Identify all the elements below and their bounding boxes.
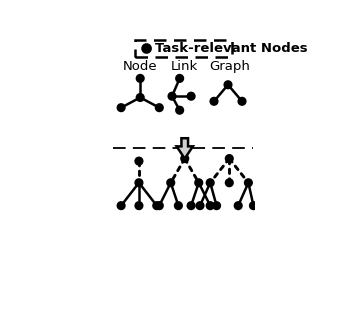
Circle shape	[136, 179, 142, 186]
Circle shape	[239, 98, 245, 105]
Circle shape	[188, 202, 194, 209]
Circle shape	[176, 107, 183, 114]
Circle shape	[169, 93, 175, 100]
Text: Link: Link	[171, 61, 198, 73]
Circle shape	[245, 179, 252, 186]
Circle shape	[182, 155, 188, 162]
FancyBboxPatch shape	[135, 40, 232, 57]
Circle shape	[226, 179, 233, 186]
Circle shape	[207, 202, 213, 209]
Circle shape	[137, 94, 144, 101]
Circle shape	[136, 202, 142, 209]
Circle shape	[156, 202, 163, 209]
Circle shape	[142, 44, 151, 52]
Circle shape	[137, 75, 144, 82]
Circle shape	[225, 81, 231, 88]
Polygon shape	[176, 138, 193, 159]
Circle shape	[118, 202, 125, 209]
Circle shape	[154, 202, 160, 209]
Circle shape	[195, 179, 202, 186]
Text: Node: Node	[123, 61, 158, 73]
Circle shape	[235, 202, 242, 209]
Text: Task-relevant Nodes: Task-relevant Nodes	[155, 42, 308, 55]
Circle shape	[207, 179, 213, 186]
Circle shape	[136, 158, 142, 165]
Circle shape	[226, 155, 233, 162]
Circle shape	[188, 93, 194, 100]
Circle shape	[211, 98, 217, 105]
Circle shape	[213, 202, 220, 209]
Circle shape	[118, 104, 125, 111]
Circle shape	[250, 202, 257, 209]
Circle shape	[175, 202, 182, 209]
Circle shape	[176, 75, 183, 82]
Circle shape	[197, 202, 203, 209]
Circle shape	[168, 179, 174, 186]
Text: Graph: Graph	[209, 61, 250, 73]
Circle shape	[156, 104, 163, 111]
